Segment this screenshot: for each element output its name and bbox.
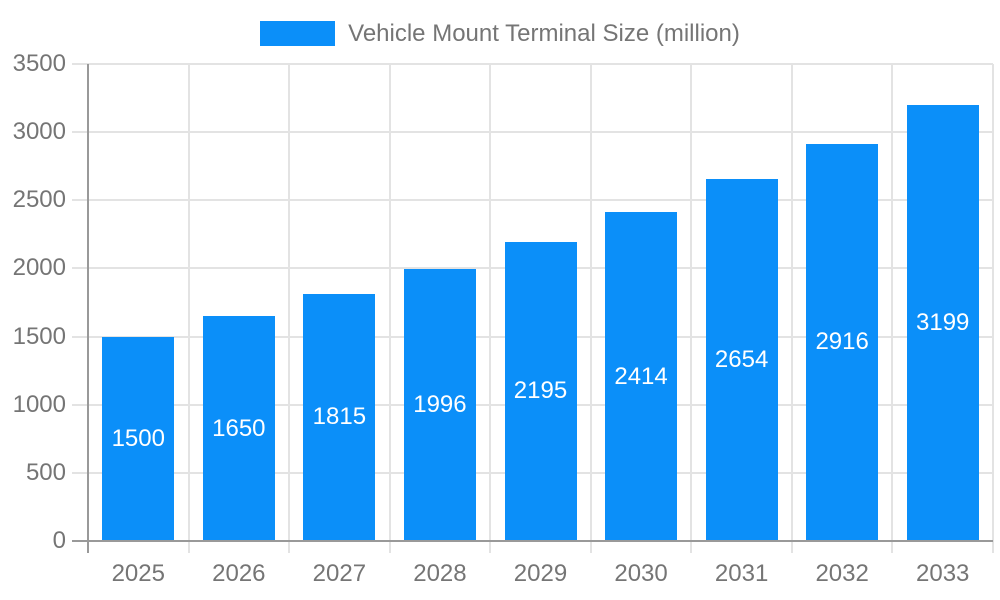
gridline-vertical	[690, 64, 693, 553]
y-axis-tick-label: 500	[25, 458, 66, 486]
gridline-horizontal	[72, 199, 993, 202]
y-axis-tick-label: 1000	[12, 390, 66, 418]
bar[interactable]	[906, 105, 979, 541]
x-axis-tick-label: 2033	[916, 560, 970, 587]
gridline-horizontal	[72, 63, 993, 65]
y-axis-tick-label: 2500	[12, 186, 66, 214]
y-axis-tick-label: 3500	[12, 50, 66, 77]
x-axis-tick-label: 2030	[614, 560, 668, 587]
bar[interactable]	[806, 143, 879, 541]
gridline-vertical	[790, 64, 793, 553]
bar[interactable]	[605, 212, 678, 541]
gridline-vertical	[992, 64, 994, 553]
bar[interactable]	[102, 336, 175, 541]
gridline-horizontal	[72, 131, 993, 134]
bar[interactable]	[504, 241, 577, 541]
x-axis-tick-label: 2026	[212, 560, 266, 587]
legend[interactable]: Vehicle Mount Terminal Size (million)	[0, 21, 1000, 46]
plot-area: 1500 1650 1815 1996 2195 2414 2654 2916 3199	[72, 63, 994, 553]
bar[interactable]	[403, 268, 476, 541]
x-axis-tick-label: 2028	[413, 560, 467, 587]
gridline-vertical	[589, 64, 592, 553]
bar[interactable]	[705, 179, 778, 541]
y-axis-line	[87, 64, 89, 553]
legend-swatch-icon	[260, 21, 336, 46]
bar[interactable]	[202, 316, 275, 541]
legend-label: Vehicle Mount Terminal Size (million)	[348, 20, 740, 47]
x-axis-tick-label: 2027	[312, 560, 367, 587]
x-axis-tick-label: 2029	[513, 560, 568, 587]
x-axis-line	[72, 540, 993, 542]
gridline-vertical	[891, 64, 894, 553]
x-axis-tick-label: 2025	[111, 560, 165, 587]
y-axis-tick-label: 2000	[12, 254, 66, 282]
y-axis-tick-label: 0	[52, 527, 66, 554]
gridline-vertical	[388, 64, 391, 553]
gridline-vertical	[187, 64, 190, 553]
y-axis-tick-label: 3000	[12, 118, 66, 146]
y-axis-tick-label: 1500	[12, 322, 66, 350]
x-axis-tick-label: 2031	[714, 560, 769, 587]
bar[interactable]	[303, 293, 376, 541]
gridline-vertical	[489, 64, 492, 553]
gridline-vertical	[288, 64, 291, 553]
x-axis-tick-label: 2032	[815, 560, 869, 587]
